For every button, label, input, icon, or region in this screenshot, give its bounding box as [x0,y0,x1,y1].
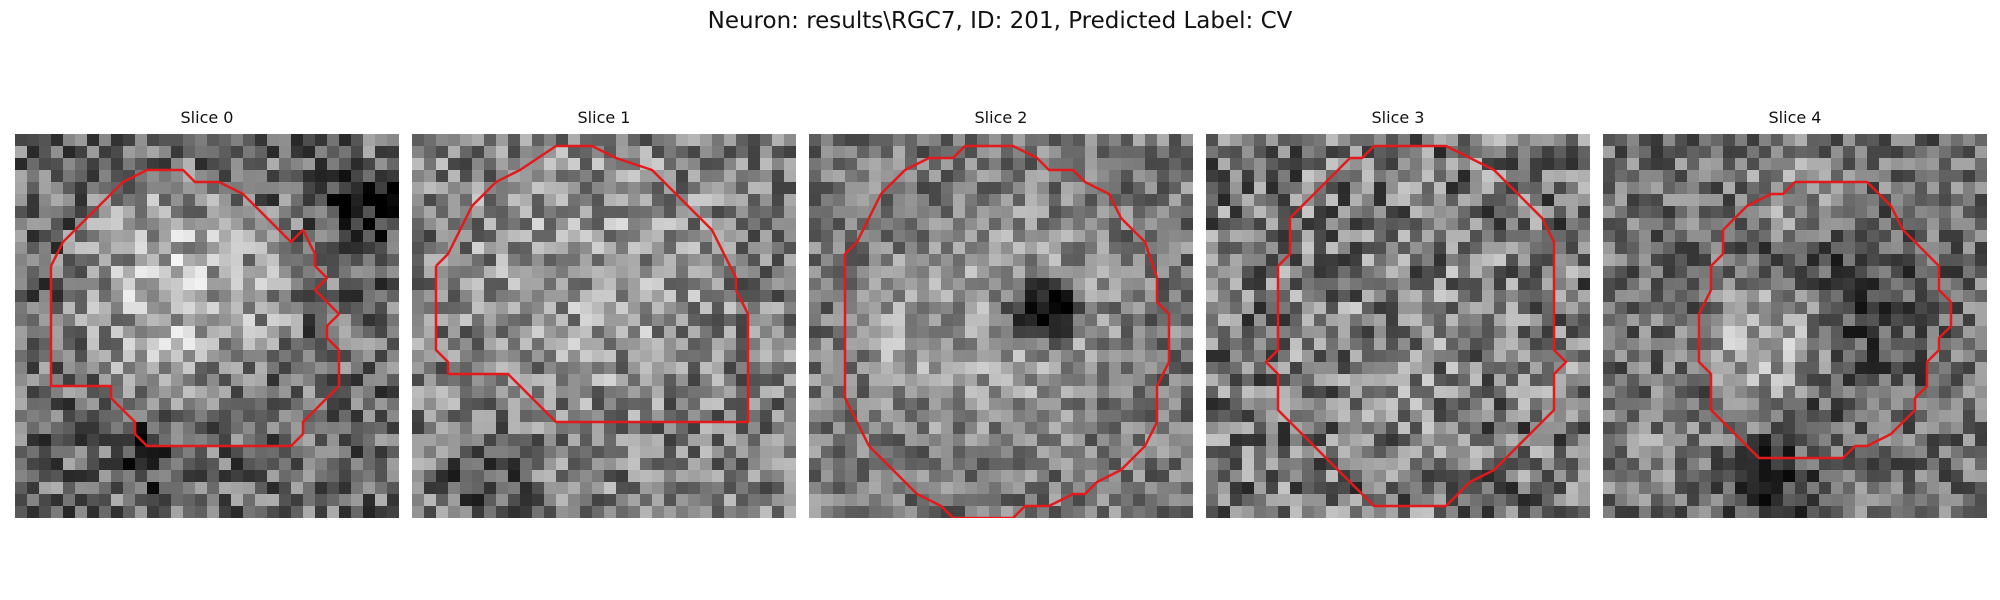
slice-title: Slice 2 [974,108,1028,127]
pixel-grid [1603,134,1987,518]
segmentation-contour [843,144,1171,518]
slice-title: Slice 0 [180,108,234,127]
slice-image [412,134,796,518]
slice-image [809,134,1193,518]
segmentation-contour [434,144,750,424]
segmentation-contour [49,168,341,448]
pixel-grid [1206,134,1590,518]
slice-image [1603,134,1987,518]
pixel-grid [809,134,1193,518]
pixel-grid [412,134,796,518]
slice-title: Slice 4 [1768,108,1822,127]
slice-image [15,134,399,518]
slice-title: Slice 3 [1371,108,1425,127]
slice-image [1206,134,1590,518]
slice-title: Slice 1 [577,108,631,127]
segmentation-contour [1697,180,1953,460]
segmentation-contour [1264,144,1568,508]
figure-title: Neuron: results\RGC7, ID: 201, Predicted… [707,8,1293,34]
pixel-grid [15,134,399,518]
